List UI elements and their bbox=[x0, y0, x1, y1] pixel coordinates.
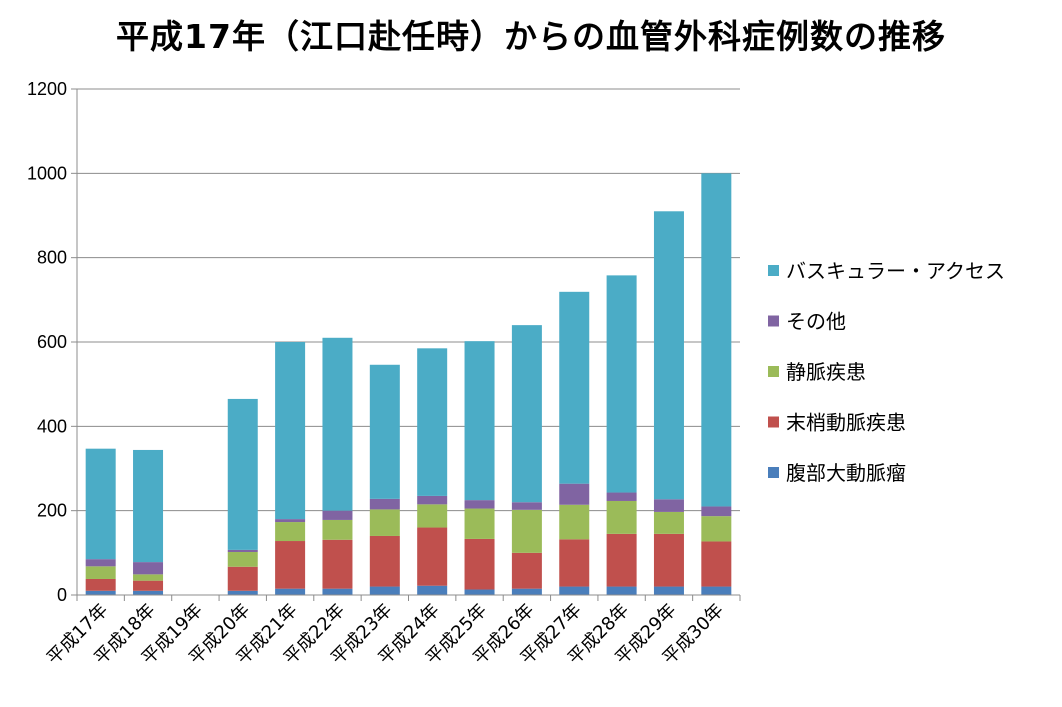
bar-segment bbox=[653, 586, 684, 595]
bar-segment bbox=[701, 173, 732, 507]
bar-segment bbox=[275, 541, 306, 589]
y-tick-label: 1000 bbox=[27, 163, 67, 183]
bar-segment bbox=[511, 509, 542, 553]
bar-segment bbox=[653, 211, 684, 500]
bar-segment bbox=[133, 449, 164, 563]
y-tick-label: 800 bbox=[37, 248, 67, 268]
bar-segment bbox=[227, 398, 258, 550]
bar-segment bbox=[133, 562, 164, 575]
legend-swatch bbox=[768, 467, 779, 478]
y-tick-label: 600 bbox=[37, 332, 67, 352]
legend-swatch bbox=[768, 265, 779, 276]
gridlines bbox=[77, 88, 740, 512]
bar-segment bbox=[275, 519, 306, 523]
legend-swatch bbox=[768, 416, 779, 428]
bar-segment bbox=[511, 552, 542, 589]
bar-segment bbox=[227, 590, 258, 595]
bar-segment bbox=[133, 590, 164, 595]
legend-label: 末梢動脈疾患 bbox=[786, 411, 906, 435]
bar-segment bbox=[653, 533, 684, 587]
bar-segment bbox=[369, 509, 400, 536]
bar-segment bbox=[85, 448, 116, 560]
bar-segment bbox=[559, 586, 590, 595]
y-tick-label: 400 bbox=[37, 416, 67, 436]
bar-segment bbox=[464, 500, 495, 509]
bar-segment bbox=[369, 535, 400, 587]
legend-label: その他 bbox=[786, 310, 846, 334]
bar-segment bbox=[464, 341, 495, 501]
bar-segment bbox=[85, 578, 116, 591]
bar-segment bbox=[322, 519, 353, 540]
bar-segment bbox=[85, 590, 116, 595]
bar-segment bbox=[227, 549, 258, 552]
bar-segment bbox=[606, 492, 637, 501]
bar-segment bbox=[417, 527, 448, 586]
bar-segment bbox=[511, 502, 542, 510]
bar-segment bbox=[275, 588, 306, 595]
bar-segment bbox=[701, 506, 732, 517]
legend-swatch bbox=[768, 366, 779, 377]
legend-label: 腹部大動脈瘤 bbox=[786, 461, 906, 485]
bar-segment bbox=[511, 588, 542, 595]
bar-segment bbox=[85, 566, 116, 579]
bar-segment bbox=[464, 508, 495, 539]
bar-segment bbox=[464, 589, 495, 595]
bar-segment bbox=[322, 539, 353, 589]
bar-segment bbox=[464, 538, 495, 590]
bar-segment bbox=[559, 539, 590, 587]
bar-segment bbox=[227, 551, 258, 567]
y-tick-label: 1200 bbox=[27, 79, 67, 99]
legend-swatch bbox=[768, 315, 779, 327]
bar-segment bbox=[606, 586, 637, 595]
bar-segment bbox=[322, 510, 353, 520]
bar-segment bbox=[606, 275, 637, 493]
bar-segment bbox=[701, 516, 732, 542]
bar-segment bbox=[606, 533, 637, 587]
bar-segment bbox=[417, 348, 448, 496]
bar-segment bbox=[606, 500, 637, 534]
bar-segment bbox=[559, 483, 590, 505]
bar-segment bbox=[653, 511, 684, 534]
bar-segment bbox=[369, 498, 400, 510]
bar-segment bbox=[85, 559, 116, 567]
bar-segment bbox=[559, 504, 590, 540]
bar-segment bbox=[511, 325, 542, 503]
bar-segment bbox=[227, 566, 258, 591]
bar-segment bbox=[701, 586, 732, 595]
bar-segment bbox=[701, 541, 732, 587]
bar-segment bbox=[133, 580, 164, 591]
bar-segment bbox=[417, 585, 448, 595]
bar-segment bbox=[369, 364, 400, 499]
y-tick-label: 0 bbox=[57, 585, 67, 605]
bars bbox=[85, 173, 732, 595]
bar-segment bbox=[369, 586, 400, 595]
y-tick-label: 200 bbox=[37, 501, 67, 521]
legend-label: バスキュラー・アクセス bbox=[786, 259, 1005, 283]
bar-segment bbox=[275, 522, 306, 542]
bar-segment bbox=[559, 291, 590, 484]
bar-segment bbox=[133, 574, 164, 581]
bar-segment bbox=[322, 588, 353, 595]
bar-segment bbox=[653, 499, 684, 512]
bar-segment bbox=[322, 337, 353, 511]
legend-label: 静脈疾患 bbox=[786, 360, 866, 384]
bar-segment bbox=[417, 495, 448, 505]
chart-title: 平成17年（江口赴任時）からの血管外科症例数の推移 bbox=[116, 17, 946, 56]
bar-segment bbox=[275, 342, 306, 520]
bar-segment bbox=[417, 504, 448, 528]
